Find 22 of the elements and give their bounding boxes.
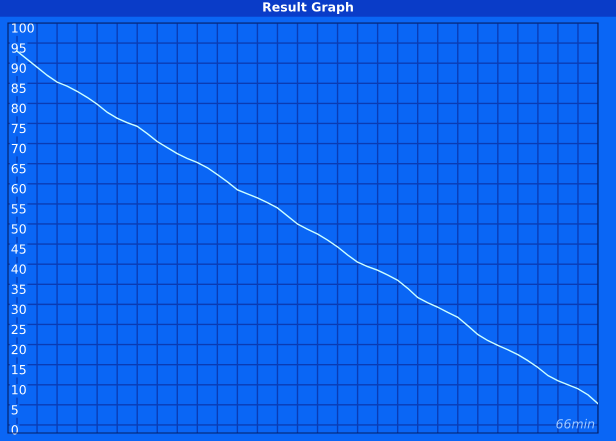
y-tick-label: 20	[12, 344, 26, 354]
y-tick-label: 85	[12, 84, 26, 93]
y-tick-label: 45	[11, 244, 26, 254]
y-tick-label: 30	[12, 304, 26, 314]
y-tick-label: 40	[11, 264, 26, 274]
y-tick-label: 15	[12, 365, 26, 374]
y-tick-label: 55	[12, 204, 26, 214]
y-tick-label: 10	[12, 384, 26, 394]
y-tick-label: 50	[12, 224, 26, 234]
y-tick-label: 35	[12, 284, 26, 294]
y-tick-label: 70	[12, 144, 26, 154]
y-tick-label: 5	[12, 405, 18, 415]
chart-title: Result Graph	[263, 2, 353, 14]
y-tick-label: 75	[12, 124, 26, 134]
y-tick-label: 80	[12, 104, 26, 114]
y-tick-label: 95	[12, 43, 26, 53]
y-tick-label: 60	[12, 184, 26, 194]
y-tick-label: 100	[12, 23, 34, 33]
annotation: 66min	[556, 418, 594, 429]
y-tick-label: 25	[12, 324, 26, 334]
y-tick-label: 65	[12, 164, 26, 174]
y-tick-label: 90	[12, 63, 26, 73]
